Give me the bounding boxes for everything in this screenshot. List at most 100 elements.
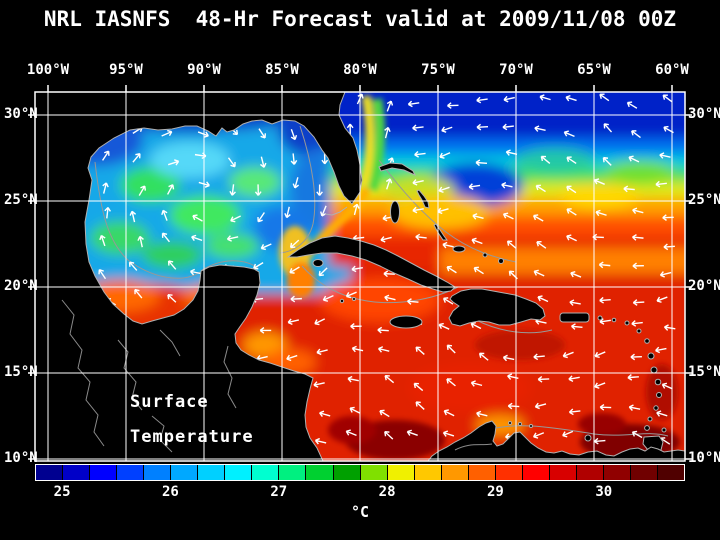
current-vector-arrow — [253, 262, 264, 270]
current-vector-arrow — [532, 214, 544, 222]
current-vector-arrow — [571, 323, 583, 330]
lat-label-right-2: 25°N — [688, 192, 720, 208]
current-vector-arrow — [289, 239, 300, 249]
colorbar — [35, 464, 685, 481]
colorbar-segment-3 — [90, 465, 118, 480]
current-vector-arrow — [161, 232, 170, 243]
current-vector-arrow — [191, 234, 203, 242]
land-puerto-rico — [559, 312, 590, 323]
current-vector-arrow — [345, 291, 357, 299]
current-vector-arrow — [384, 375, 395, 384]
current-vector-arrow — [132, 152, 141, 163]
current-vector-arrow — [129, 210, 137, 223]
current-vector-arrow — [290, 295, 302, 303]
current-vector-arrow — [502, 123, 514, 131]
current-vector-arrow — [537, 295, 549, 303]
current-vector-arrow — [631, 320, 643, 327]
current-vector-arrow — [351, 265, 363, 273]
current-vector-arrow — [260, 243, 272, 251]
colorbar-unit-label: °C — [350, 503, 370, 521]
colorbar-segment-16 — [441, 465, 469, 480]
lon-label-9: 60°W — [655, 62, 689, 78]
current-vector-arrow — [473, 266, 484, 275]
land-long-island — [433, 223, 448, 241]
current-vector-arrow — [502, 354, 515, 362]
sst-detail-layer — [279, 95, 680, 460]
lat-label-right-1: 30°N — [688, 106, 720, 122]
colorbar-segment-2 — [63, 465, 91, 480]
colorbar-segment-7 — [198, 465, 226, 480]
current-vector-arrow — [258, 128, 267, 139]
current-vector-arrow — [565, 94, 577, 102]
land-eleuthera — [416, 189, 430, 209]
current-vector-arrow — [446, 265, 457, 274]
current-vector-arrow — [287, 318, 300, 325]
current-vector-arrow — [101, 150, 110, 161]
current-vector-arrow — [166, 184, 175, 195]
current-vector-arrow — [161, 129, 173, 137]
current-vector-arrow — [161, 209, 168, 221]
current-vector-arrow — [346, 123, 354, 136]
current-vector-arrow — [318, 267, 328, 277]
current-vector-arrow — [599, 403, 612, 411]
land-andros — [390, 200, 400, 224]
colorbar-tick-25: 25 — [53, 484, 71, 500]
current-vector-arrow — [407, 298, 419, 305]
current-vector-arrow — [414, 151, 426, 158]
current-vector-arrow — [535, 184, 546, 193]
current-vector-arrow — [656, 296, 668, 303]
lat-label-right-3: 20°N — [688, 278, 720, 294]
lat-label-left-2: 25°N — [4, 192, 38, 208]
colorbar-segment-21 — [576, 465, 604, 480]
lat-label-right-5: 10°N — [688, 450, 720, 466]
current-vector-arrow — [566, 156, 577, 165]
land-florida-keys — [324, 206, 348, 216]
current-vector-arrow — [189, 268, 202, 276]
colorbar-segment-11 — [306, 465, 334, 480]
current-vector-arrow — [385, 178, 393, 190]
current-vector-arrow — [656, 410, 668, 417]
current-vector-arrow — [470, 321, 482, 330]
current-vector-arrow — [197, 131, 209, 138]
current-vector-arrow — [377, 326, 389, 334]
lat-label-right-4: 15°N — [688, 364, 720, 380]
current-vector-arrow — [563, 130, 575, 138]
current-vector-arrow — [290, 153, 298, 165]
current-vector-arrow — [562, 430, 574, 438]
current-vector-arrow — [104, 206, 111, 219]
current-vector-arrow — [594, 382, 606, 389]
current-vector-arrow — [447, 102, 459, 109]
current-vector-arrow — [655, 346, 667, 354]
current-vector-arrow — [99, 234, 106, 247]
current-vector-arrow — [534, 402, 547, 410]
current-vector-arrow — [138, 185, 147, 196]
current-vector-arrow — [505, 149, 518, 156]
current-vector-arrow — [502, 212, 514, 220]
land-cayman-2 — [352, 297, 356, 301]
current-vector-arrow — [167, 260, 177, 270]
field-label-line2: Temperature — [130, 427, 254, 447]
current-vector-arrow — [540, 155, 551, 164]
land-layer — [35, 92, 685, 461]
current-vector-arrow — [602, 156, 612, 166]
current-vector-arrow — [446, 378, 456, 387]
current-vector-arrow — [599, 296, 611, 304]
colorbar-segment-18 — [495, 465, 523, 480]
current-vector-arrow — [532, 432, 545, 439]
current-vector-arrow — [384, 126, 391, 139]
current-vector-arrow — [623, 185, 635, 193]
land-south-america — [427, 420, 685, 461]
current-vector-arrow — [226, 235, 239, 242]
current-vector-arrow — [137, 235, 144, 248]
current-vector-arrow — [380, 236, 392, 243]
field-label-line1: Surface — [130, 392, 209, 412]
lon-label-4: 85°W — [265, 62, 299, 78]
current-vector-arrow — [407, 100, 420, 108]
lon-label-8: 65°W — [577, 62, 611, 78]
lat-label-left-3: 20°N — [4, 278, 38, 294]
colorbar-tick-29: 29 — [486, 484, 504, 500]
colorbar-segment-5 — [144, 465, 172, 480]
axis-ticks — [28, 85, 692, 460]
current-vector-arrow — [349, 406, 361, 414]
